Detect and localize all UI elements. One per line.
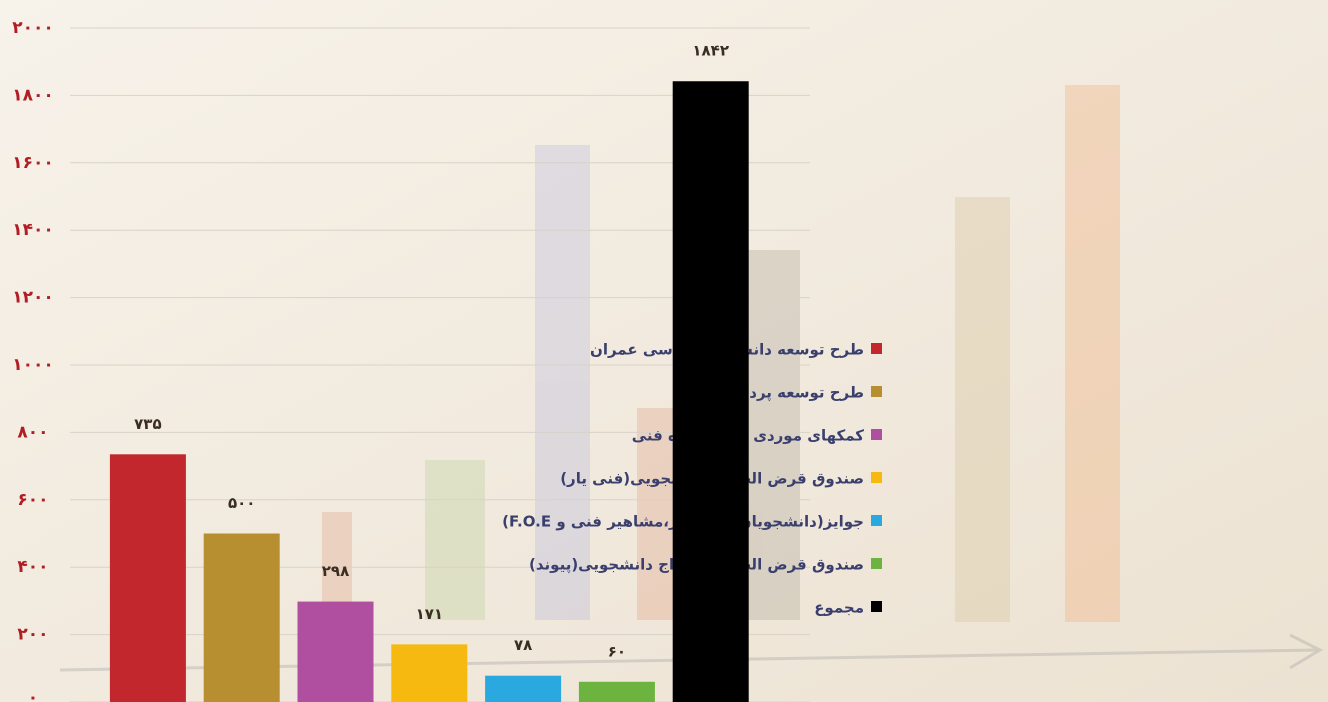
y-tick-label: ۴۰۰ xyxy=(17,557,48,577)
value-label: ۵۰۰ xyxy=(228,494,255,512)
value-label: ۷۳۵ xyxy=(134,415,161,433)
legend-swatch xyxy=(871,558,882,569)
legend-swatch xyxy=(871,515,882,526)
legend-swatch xyxy=(871,386,882,397)
bar xyxy=(485,675,562,702)
legend-swatch xyxy=(871,472,882,483)
y-tick-label: ۰ xyxy=(28,688,38,702)
y-tick-label: ۶۰۰ xyxy=(17,490,48,510)
y-tick-label: ۸۰۰ xyxy=(17,422,48,442)
y-tick-label: ۱۸۰۰ xyxy=(12,85,54,105)
legend-swatch xyxy=(871,429,882,440)
legend-swatch xyxy=(871,601,882,612)
y-tick-label: ۱۰۰۰ xyxy=(12,355,54,375)
value-label: ۲۹۸ xyxy=(322,562,349,580)
bar xyxy=(109,454,186,702)
legend-swatch xyxy=(871,343,882,354)
bar xyxy=(203,533,280,702)
y-tick-label: ۱۲۰۰ xyxy=(12,288,54,308)
bar xyxy=(297,601,374,702)
y-tick-label: ۱۴۰۰ xyxy=(12,220,54,240)
y-tick-label: ۲۰۰ xyxy=(17,625,48,645)
value-label: ۱۸۴۲ xyxy=(692,42,729,60)
value-label: ۷۸ xyxy=(514,636,532,654)
bar xyxy=(391,644,468,702)
value-label: ۶۰ xyxy=(608,642,626,660)
bar xyxy=(672,81,749,702)
bar xyxy=(578,681,655,702)
legend-label: طرح توسعه پردیس۲ xyxy=(713,384,864,403)
legend-label: مجموع xyxy=(814,599,864,617)
y-tick-label: ۱۶۰۰ xyxy=(12,153,54,173)
value-label: ۱۷۱ xyxy=(416,605,443,623)
y-tick-label: ۲۰۰۰ xyxy=(12,18,54,38)
